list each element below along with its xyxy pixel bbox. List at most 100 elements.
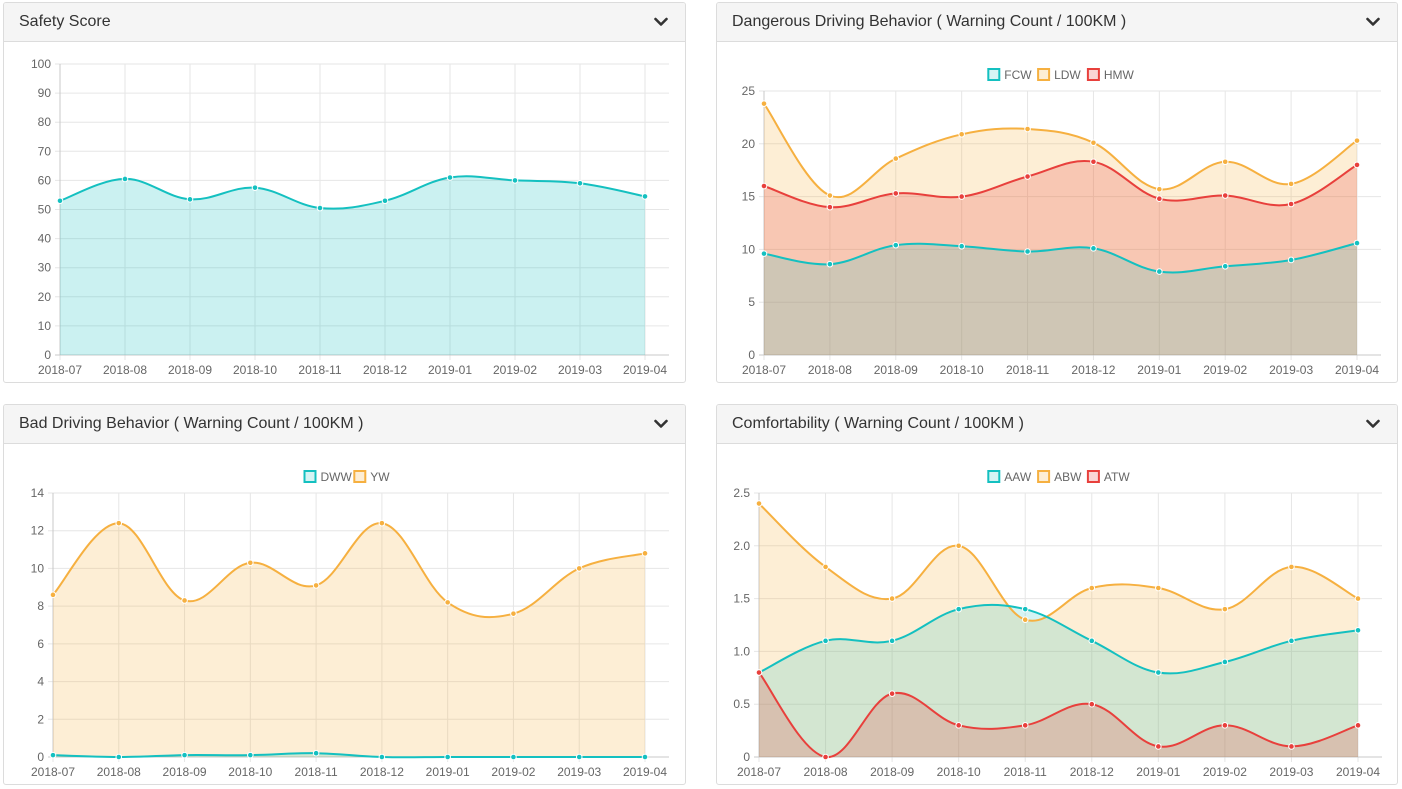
data-point-yw[interactable] bbox=[575, 565, 583, 572]
data-point-aaw[interactable] bbox=[1088, 637, 1096, 645]
data-point-aaw[interactable] bbox=[822, 637, 829, 645]
data-point-abw[interactable] bbox=[1221, 605, 1229, 613]
data-point-abw[interactable] bbox=[1354, 595, 1362, 602]
data-point-aaw[interactable] bbox=[1021, 605, 1029, 613]
data-point-atw[interactable] bbox=[1155, 743, 1162, 750]
data-point-yw[interactable] bbox=[641, 550, 649, 557]
data-point-abw[interactable] bbox=[1088, 584, 1096, 592]
data-point-atw[interactable] bbox=[1288, 743, 1295, 750]
legend-item-atw[interactable]: ATW bbox=[1086, 470, 1130, 484]
data-point-atw[interactable] bbox=[755, 669, 763, 676]
data-point-ldw[interactable] bbox=[1024, 125, 1031, 133]
data-point-hmw[interactable] bbox=[760, 182, 768, 190]
data-point-main[interactable] bbox=[251, 184, 259, 191]
data-point-abw[interactable] bbox=[755, 500, 763, 507]
data-point-yw[interactable] bbox=[378, 519, 386, 527]
data-point-hmw[interactable] bbox=[1156, 195, 1163, 203]
data-point-main[interactable] bbox=[186, 196, 194, 203]
data-point-aaw[interactable] bbox=[888, 637, 896, 645]
data-point-aaw[interactable] bbox=[1155, 669, 1162, 676]
data-point-fcw[interactable] bbox=[958, 242, 965, 250]
data-point-fcw[interactable] bbox=[826, 260, 834, 268]
data-point-dww[interactable] bbox=[247, 751, 254, 759]
data-point-abw[interactable] bbox=[1021, 616, 1029, 624]
data-point-yw[interactable] bbox=[181, 597, 188, 604]
legend-item-aaw[interactable]: AAW bbox=[987, 470, 1032, 484]
data-point-main[interactable] bbox=[641, 193, 649, 200]
data-point-yw[interactable] bbox=[312, 582, 320, 589]
data-point-fcw[interactable] bbox=[1221, 262, 1229, 270]
data-point-main[interactable] bbox=[576, 180, 584, 187]
data-point-atw[interactable] bbox=[1221, 722, 1229, 729]
legend-item-ldw[interactable]: LDW bbox=[1037, 68, 1081, 82]
data-point-dww[interactable] bbox=[575, 753, 583, 761]
data-point-yw[interactable] bbox=[49, 591, 57, 599]
data-point-hmw[interactable] bbox=[826, 203, 834, 211]
data-point-abw[interactable] bbox=[955, 542, 962, 550]
data-point-fcw[interactable] bbox=[1024, 248, 1031, 255]
data-point-atw[interactable] bbox=[955, 722, 962, 729]
data-point-ldw[interactable] bbox=[760, 100, 768, 107]
data-point-aaw[interactable] bbox=[1288, 637, 1295, 645]
data-point-dww[interactable] bbox=[641, 753, 649, 761]
data-point-dww[interactable] bbox=[510, 753, 517, 761]
data-point-hmw[interactable] bbox=[892, 190, 900, 197]
data-point-abw[interactable] bbox=[888, 595, 896, 602]
chevron-down-icon[interactable] bbox=[1363, 414, 1383, 434]
data-point-aaw[interactable] bbox=[1221, 658, 1229, 666]
data-point-yw[interactable] bbox=[510, 610, 517, 617]
data-point-yw[interactable] bbox=[444, 599, 451, 606]
data-point-main[interactable] bbox=[56, 197, 64, 205]
data-point-hmw[interactable] bbox=[1287, 200, 1295, 208]
data-point-ldw[interactable] bbox=[1353, 137, 1361, 144]
data-point-atw[interactable] bbox=[888, 690, 896, 697]
data-point-main[interactable] bbox=[381, 197, 389, 205]
data-point-ldw[interactable] bbox=[1221, 158, 1229, 166]
data-point-dww[interactable] bbox=[115, 753, 123, 761]
legend-item-hmw[interactable]: HMW bbox=[1086, 68, 1135, 82]
data-point-ldw[interactable] bbox=[826, 192, 834, 199]
data-point-hmw[interactable] bbox=[1353, 161, 1361, 169]
data-point-dww[interactable] bbox=[181, 751, 188, 759]
data-point-aaw[interactable] bbox=[955, 605, 962, 613]
data-point-hmw[interactable] bbox=[1221, 192, 1229, 199]
data-point-fcw[interactable] bbox=[1353, 239, 1361, 247]
data-point-ldw[interactable] bbox=[892, 155, 900, 162]
legend-item-fcw[interactable]: FCW bbox=[987, 68, 1032, 82]
data-point-fcw[interactable] bbox=[760, 250, 768, 257]
data-point-main[interactable] bbox=[121, 175, 129, 183]
data-point-ldw[interactable] bbox=[1090, 139, 1097, 147]
data-point-atw[interactable] bbox=[1088, 700, 1096, 708]
data-point-abw[interactable] bbox=[1288, 563, 1295, 571]
data-point-ldw[interactable] bbox=[1287, 180, 1295, 188]
data-point-hmw[interactable] bbox=[1024, 173, 1031, 180]
legend-item-yw[interactable]: YW bbox=[353, 470, 390, 484]
data-point-main[interactable] bbox=[316, 204, 324, 212]
data-point-fcw[interactable] bbox=[892, 241, 900, 249]
data-point-atw[interactable] bbox=[822, 753, 829, 761]
data-point-fcw[interactable] bbox=[1090, 245, 1097, 252]
data-point-ldw[interactable] bbox=[1156, 185, 1163, 193]
data-point-hmw[interactable] bbox=[958, 193, 965, 200]
data-point-abw[interactable] bbox=[1155, 584, 1162, 592]
chevron-down-icon[interactable] bbox=[651, 414, 671, 434]
data-point-dww[interactable] bbox=[49, 751, 57, 759]
chevron-down-icon[interactable] bbox=[1363, 12, 1383, 32]
data-point-yw[interactable] bbox=[247, 559, 254, 567]
data-point-aaw[interactable] bbox=[1354, 626, 1362, 634]
data-point-ldw[interactable] bbox=[958, 130, 965, 138]
data-point-fcw[interactable] bbox=[1156, 268, 1163, 275]
data-point-main[interactable] bbox=[511, 177, 519, 184]
data-point-dww[interactable] bbox=[444, 753, 451, 761]
legend-item-abw[interactable]: ABW bbox=[1037, 470, 1082, 484]
data-point-dww[interactable] bbox=[378, 753, 386, 761]
chevron-down-icon[interactable] bbox=[651, 12, 671, 32]
legend-item-dww[interactable]: DWW bbox=[303, 470, 353, 484]
data-point-atw[interactable] bbox=[1021, 722, 1029, 729]
data-point-atw[interactable] bbox=[1354, 722, 1362, 729]
data-point-abw[interactable] bbox=[822, 563, 829, 571]
data-point-main[interactable] bbox=[446, 174, 454, 181]
data-point-fcw[interactable] bbox=[1287, 256, 1295, 264]
data-point-yw[interactable] bbox=[115, 519, 123, 527]
data-point-hmw[interactable] bbox=[1090, 158, 1097, 166]
